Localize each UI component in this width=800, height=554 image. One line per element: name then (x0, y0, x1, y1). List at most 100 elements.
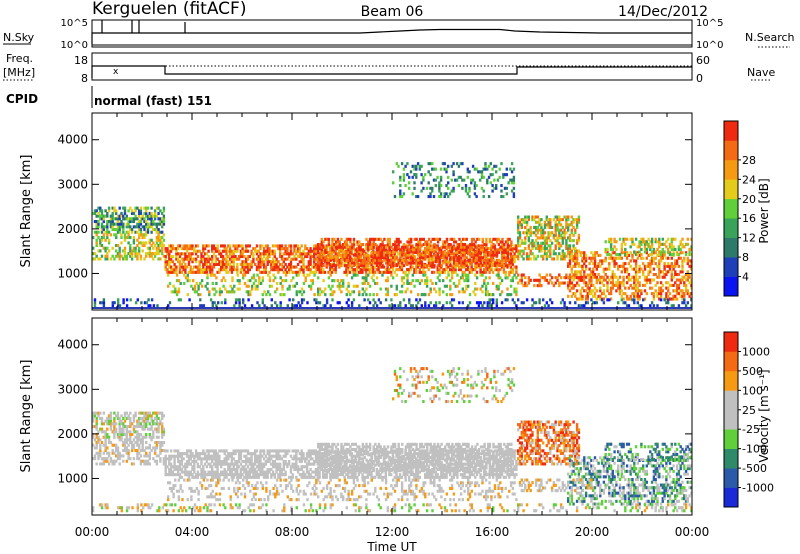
p-cell-722 (243, 262, 246, 266)
p-cell-4051 (658, 242, 661, 246)
p-cell-2053 (388, 237, 391, 241)
p-cell-4370 (538, 281, 541, 285)
p-cell-817 (268, 247, 271, 251)
p-cell-332 (136, 252, 139, 256)
p-cell-2136 (415, 250, 418, 254)
p-cell-3883 (674, 289, 677, 293)
p-cell-3017 (477, 170, 480, 174)
p-cell-4160 (238, 298, 241, 302)
p-cell-3903 (677, 278, 681, 282)
p-cell-2216 (438, 256, 442, 260)
p-cell-3642 (620, 289, 623, 293)
p-cell-3689 (631, 286, 634, 290)
p-cell-3071 (510, 181, 514, 185)
p-cell-4188 (306, 301, 309, 305)
p-cell-4008 (636, 253, 639, 257)
p-cell-4107 (93, 298, 97, 302)
p-cell-623 (220, 268, 223, 272)
p-cell-2885 (399, 178, 402, 182)
p-cell-1925 (354, 253, 357, 257)
p-cell-2259 (453, 240, 456, 244)
p-cell-138 (136, 217, 139, 221)
v-cell-223 (161, 425, 164, 429)
p-cell-4295 (559, 301, 563, 305)
p-cell-3491 (586, 297, 589, 301)
p-cell-647 (225, 265, 228, 269)
p-cell-4291 (545, 301, 548, 305)
v-cell-296 (116, 457, 120, 461)
p-cell-800 (264, 257, 268, 261)
p-cell-3380 (574, 249, 577, 253)
p-cell-1189 (363, 249, 366, 253)
p-cell-1069 (332, 255, 336, 259)
p-cell-854 (279, 255, 282, 259)
p-cell-504 (187, 257, 191, 261)
p-cell-3906 (677, 256, 681, 260)
p-cell-4340 (681, 301, 684, 305)
p-cell-637 (221, 244, 225, 248)
v-cell-76 (118, 435, 121, 439)
p-cell-981 (313, 255, 316, 259)
p-cell-4060 (663, 253, 666, 257)
p-cell-3186 (536, 225, 539, 229)
p-cell-288 (118, 249, 121, 253)
p-cell-876 (284, 252, 287, 256)
p-cell-2570 (256, 273, 259, 277)
p-cell-3202 (540, 236, 543, 240)
p-cell-799 (264, 265, 268, 269)
p-cell-3443 (575, 259, 579, 263)
p-cell-2165 (424, 264, 427, 268)
p-cell-216 (159, 220, 162, 224)
p-cell-4326 (640, 304, 643, 308)
p-cell-2779 (442, 290, 445, 294)
p-cell-142 (138, 222, 141, 226)
p-cell-4163 (243, 304, 247, 308)
p-cell-923 (296, 247, 300, 251)
p-cell-256 (102, 233, 105, 237)
p-cell-2266 (454, 240, 458, 244)
p-cell-2372 (485, 253, 488, 257)
p-cell-4062 (663, 242, 666, 246)
p-cell-349 (141, 233, 144, 237)
p-cell-278 (115, 249, 118, 253)
p-cell-789 (262, 268, 266, 272)
p-cell-1879 (342, 256, 345, 260)
p-cell-3570 (602, 275, 606, 279)
p-cell-4143 (200, 304, 204, 308)
p-cell-868 (282, 260, 285, 264)
p-cell-4357 (524, 281, 527, 285)
p-cell-759 (254, 247, 257, 251)
p-cell-2789 (449, 279, 452, 283)
p-cell-1346 (402, 270, 405, 274)
p-cell-3933 (684, 289, 688, 293)
p-cell-3877 (672, 267, 675, 271)
p-cell-3916 (681, 292, 684, 296)
p-cell-3276 (554, 228, 557, 232)
p-cell-2463 (510, 243, 513, 247)
p-cell-723 (243, 260, 246, 264)
p-cell-1777 (511, 249, 514, 253)
p-cell-326 (134, 254, 137, 258)
v-cell-152 (141, 435, 144, 439)
p-cell-2255 (453, 261, 456, 265)
v-cell-5 (92, 414, 95, 418)
beam-title: Beam 06 (361, 4, 424, 20)
p-cell-89 (120, 220, 123, 224)
p-cell-130 (134, 225, 137, 229)
p-cell-2866 (509, 279, 513, 283)
p-cell-675 (230, 252, 234, 256)
p-cell-751 (250, 249, 253, 253)
p-cell-2075 (395, 237, 399, 241)
p-cell-678 (232, 265, 235, 269)
p-cell-1774 (511, 260, 514, 264)
p-cell-237 (95, 254, 98, 258)
p-cell-2878 (393, 195, 397, 199)
p-cell-3510 (590, 270, 593, 274)
p-cell-2498 (197, 287, 200, 291)
p-cell-542 (198, 270, 201, 274)
v-cell-38 (106, 435, 109, 439)
p-cell-2015 (379, 243, 382, 247)
p-cell-3495 (586, 283, 589, 287)
p-cell-3196 (538, 218, 541, 222)
p-cell-173 (146, 228, 150, 232)
